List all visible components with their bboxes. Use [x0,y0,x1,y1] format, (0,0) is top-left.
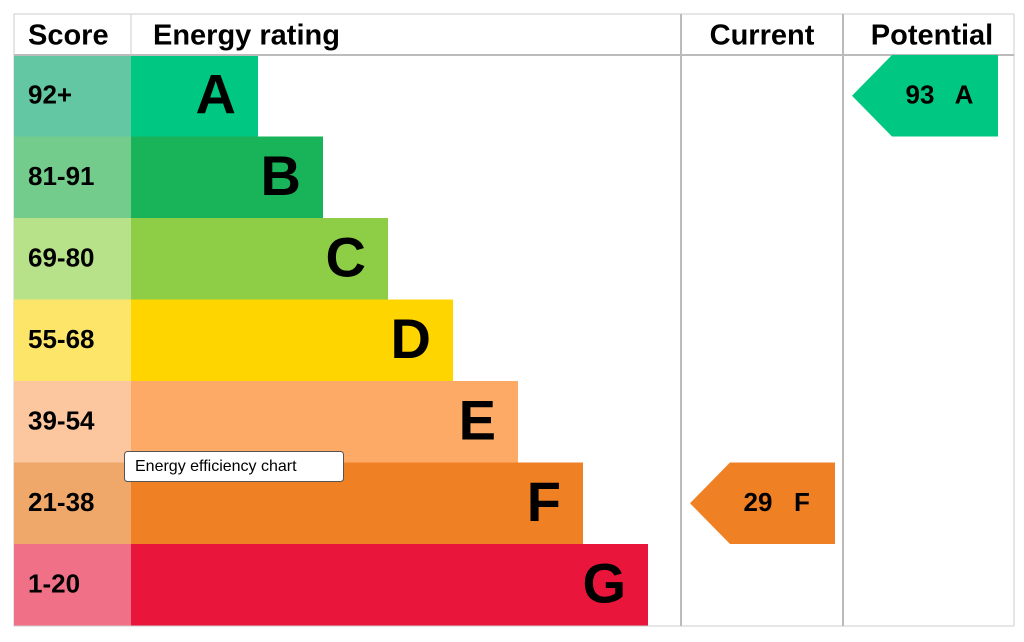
rating-bar [131,218,388,300]
score-cell [14,462,131,544]
score-cell [14,544,131,626]
score-cell [14,136,131,218]
potential-letter: A [955,80,974,110]
band-letter: F [527,470,561,533]
band-letter: C [326,226,366,289]
score-cell [14,381,131,463]
band-letter: E [459,389,496,452]
rating-bar [131,299,453,381]
rating-bar [131,55,258,137]
score-label: 55-68 [28,324,95,354]
score-label: 92+ [28,80,72,110]
tooltip-box [124,451,344,482]
tooltip: Energy efficiency chart [135,458,297,475]
rating-bar [131,136,323,218]
rating-bar [131,381,518,463]
current-letter: F [794,487,810,517]
score-label: 39-54 [28,406,95,436]
potential-arrow [852,55,998,137]
score-label: 69-80 [28,243,95,273]
score-label: 81-91 [28,161,95,191]
band-letter: G [582,552,626,615]
band-letter: D [391,307,431,370]
header: Score [28,20,109,52]
current-value: 29 [744,487,773,517]
rating-bar [131,544,648,626]
current-arrow [690,462,835,544]
band-letter: A [196,63,236,126]
potential-value: 93 [906,80,935,110]
score-cell [14,55,131,137]
score-cell [14,218,131,300]
header: Current [710,20,815,52]
score-cell [14,299,131,381]
band-letter: B [261,144,301,207]
header: Potential [871,20,993,52]
score-label: 21-38 [28,487,95,517]
header: Energy rating [153,20,340,52]
score-label: 1-20 [28,569,80,599]
